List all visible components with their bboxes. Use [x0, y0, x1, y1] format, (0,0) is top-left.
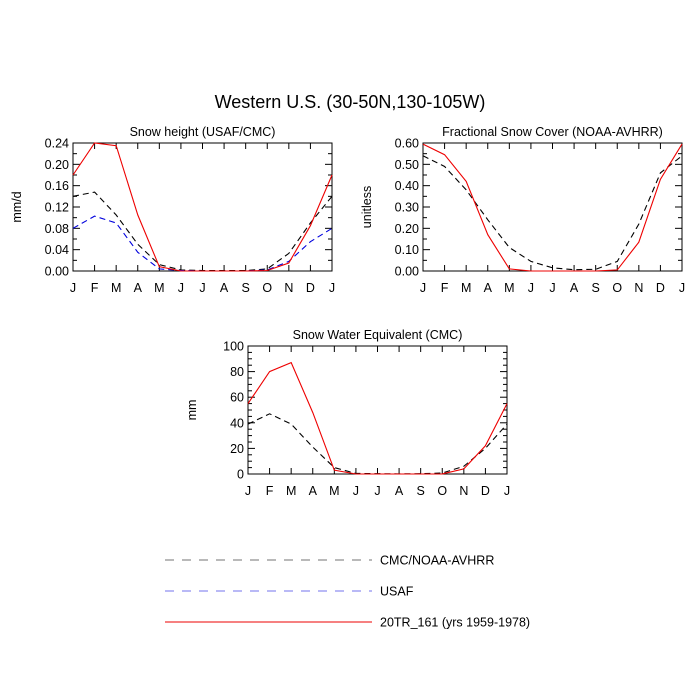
y-tick-label: 0.60	[395, 137, 419, 151]
chart-panel-2: Fractional Snow Cover (NOAA-AVHRR) unitle…	[360, 125, 685, 295]
x-tick-label: A	[309, 484, 318, 498]
x-tick-label: D	[306, 281, 315, 295]
chart-title: Fractional Snow Cover (NOAA-AVHRR)	[442, 125, 663, 139]
x-tick-label: F	[266, 484, 274, 498]
x-tick-label: J	[245, 484, 251, 498]
y-tick-label: 0.00	[395, 265, 419, 279]
x-tick-label: J	[528, 281, 534, 295]
x-tick-label: D	[481, 484, 490, 498]
y-tick-label: 20	[230, 442, 244, 456]
x-tick-label: J	[70, 281, 76, 295]
y-tick-label: 0.16	[45, 179, 69, 193]
y-tick-label: 100	[223, 340, 244, 354]
y-tick-label: 0.40	[395, 179, 419, 193]
series-line-model	[247, 361, 508, 475]
x-tick-label: J	[329, 281, 335, 295]
x-tick-label: M	[461, 281, 471, 295]
y-tick-label: 60	[230, 391, 244, 405]
y-tick-label: 0.08	[45, 222, 69, 236]
series-line-model	[72, 142, 333, 272]
figure-title: Western U.S. (30-50N,130-105W)	[215, 92, 486, 112]
x-tick-label: A	[220, 281, 229, 295]
x-tick-label: J	[504, 484, 510, 498]
y-tick-label: 0.30	[395, 201, 419, 215]
y-axis-label: mm	[185, 400, 199, 421]
chart-title: Snow Water Equivalent (CMC)	[293, 328, 463, 342]
x-tick-label: J	[374, 484, 380, 498]
x-tick-label: J	[353, 484, 359, 498]
plot-frame	[422, 142, 683, 272]
y-tick-label: 0.12	[45, 201, 69, 215]
y-axis-label: mm/d	[10, 191, 24, 222]
x-tick-label: J	[199, 281, 205, 295]
x-tick-label: N	[459, 484, 468, 498]
x-tick-label: S	[591, 281, 599, 295]
legend-label-usaf: USAF	[380, 585, 414, 599]
y-tick-label: 80	[230, 365, 244, 379]
x-tick-label: S	[241, 281, 249, 295]
x-tick-label: N	[284, 281, 293, 295]
y-tick-label: 40	[230, 416, 244, 430]
series-line-cmc	[422, 155, 683, 271]
x-tick-label: M	[504, 281, 514, 295]
x-tick-label: M	[286, 484, 296, 498]
series-line-cmc	[72, 191, 333, 272]
x-tick-label: A	[395, 484, 404, 498]
x-tick-label: N	[634, 281, 643, 295]
x-tick-label: O	[437, 484, 447, 498]
x-tick-label: J	[420, 281, 426, 295]
plot-frame	[72, 142, 333, 272]
chart-panel-3: Snow Water Equivalent (CMC)mmJ F M A M J J A S O N…	[185, 328, 510, 498]
x-tick-label: M	[111, 281, 121, 295]
series-line-model	[422, 143, 683, 272]
x-tick-label: S	[416, 484, 424, 498]
x-tick-label: D	[656, 281, 665, 295]
x-tick-label: O	[262, 281, 272, 295]
y-tick-label: 0.10	[395, 243, 419, 257]
x-tick-label: J	[679, 281, 685, 295]
x-tick-label: A	[134, 281, 143, 295]
y-tick-label: 0.20	[395, 222, 419, 236]
chart-title: Snow height (USAF/CMC)	[130, 125, 276, 139]
legend-label-cmc: CMC/NOAA-AVHRR	[380, 554, 494, 568]
y-tick-label: 0	[237, 468, 244, 482]
x-tick-label: A	[570, 281, 579, 295]
legend: CMC/NOAA-AVHRR USAF 20TR_161 (yrs 1959-197…	[165, 554, 530, 630]
x-tick-label: J	[549, 281, 555, 295]
x-tick-label: O	[612, 281, 622, 295]
x-tick-label: J	[178, 281, 184, 295]
x-tick-label: F	[441, 281, 449, 295]
y-tick-label: 0.04	[45, 243, 69, 257]
y-tick-label: 0.20	[45, 158, 69, 172]
y-axis-label: unitless	[360, 186, 374, 228]
x-tick-label: A	[484, 281, 493, 295]
x-tick-label: F	[91, 281, 99, 295]
x-tick-label: M	[329, 484, 339, 498]
series-line-usaf	[72, 215, 333, 272]
chart-panel-1: Snow height (USAF/CMC)mm/dJ F M A M J J A S O N D J0…	[10, 125, 335, 295]
plot-frame	[247, 345, 508, 475]
y-tick-label: 0.24	[45, 137, 69, 151]
legend-label-model: 20TR_161 (yrs 1959-1978)	[380, 616, 530, 630]
y-tick-label: 0.50	[395, 158, 419, 172]
y-tick-label: 0.00	[45, 265, 69, 279]
x-tick-label: M	[154, 281, 164, 295]
